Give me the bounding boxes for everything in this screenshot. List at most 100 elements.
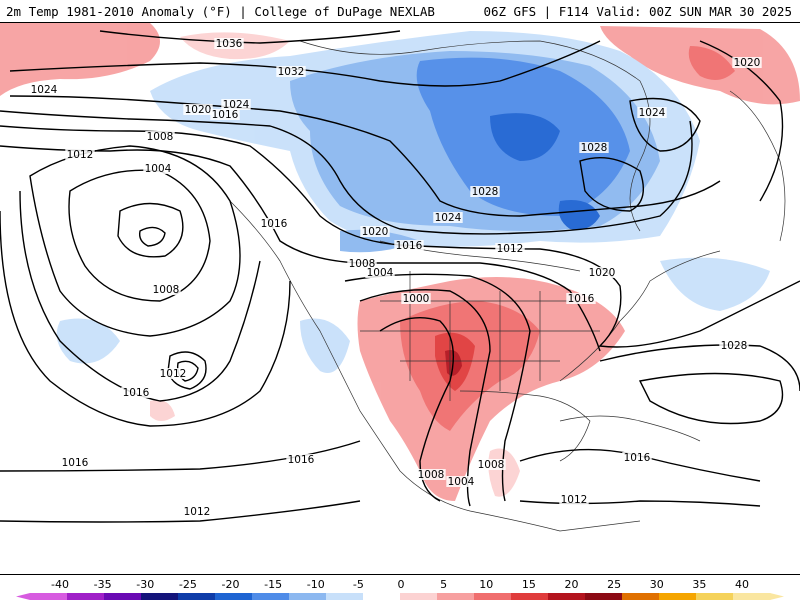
colorbar-tick-label: -5 <box>353 578 364 591</box>
isobar-label-background <box>121 387 151 398</box>
map-title: 2m Temp 1981-2010 Anomaly (°F) | College… <box>6 4 435 19</box>
isobar-label-text: 1008 <box>418 469 445 481</box>
isobar-label-background <box>210 109 240 120</box>
color-swatch <box>104 593 142 600</box>
isobar-center-low <box>138 226 166 247</box>
isobar-label-background <box>622 452 652 463</box>
isobar-label: 1008 <box>416 469 446 481</box>
isobar-label-background <box>732 57 762 68</box>
isobar-label: 1016 <box>121 387 151 399</box>
isobar-label-text: 1012 <box>67 149 94 161</box>
isobar-label-background <box>182 506 212 517</box>
color-swatch <box>548 593 586 600</box>
isobar-label-text: 1024 <box>435 212 462 224</box>
isobar-label-text: 1020 <box>362 226 389 238</box>
colorbar-tick-label: -35 <box>94 578 112 591</box>
isobar-label: 1028 <box>470 186 500 198</box>
color-swatch <box>659 593 697 600</box>
color-swatch <box>326 593 364 600</box>
color-swatch <box>585 593 623 600</box>
isobar-label-text: 1012 <box>184 506 211 518</box>
color-swatch <box>511 593 549 600</box>
isobar-label: 1016 <box>286 454 316 466</box>
isobar-label-text: 1032 <box>278 66 305 78</box>
isobar-label: 1036 <box>214 38 244 50</box>
isobar-1016-south <box>0 440 361 472</box>
isobar-label: 1024 <box>637 107 667 119</box>
isobar-label-background <box>637 107 667 118</box>
isobar-1020-greenland <box>699 40 784 202</box>
isobar-label-text: 1036 <box>216 38 243 50</box>
isobar-label-background <box>446 476 476 487</box>
isobar-label-background <box>259 218 289 229</box>
east-coastline <box>559 250 721 382</box>
isobar-label-text: 1020 <box>734 57 761 69</box>
isobar-label: 1024 <box>29 84 59 96</box>
isobar-label-text: 1016 <box>624 452 651 464</box>
isobar-label: 1012 <box>158 368 188 380</box>
color-swatch <box>252 593 290 600</box>
isobar-label: 1020 <box>587 267 617 279</box>
isobar-label-text: 1016 <box>568 293 595 305</box>
geographic-outlines <box>229 40 786 532</box>
isobar-label-background <box>65 149 95 160</box>
isobar-1028 <box>9 95 721 217</box>
colorbar-tick-label: 15 <box>522 578 536 591</box>
colorbar-tick-label: -30 <box>136 578 154 591</box>
color-swatch <box>400 593 438 600</box>
isobar-label: 1020 <box>183 104 213 116</box>
color-swatch <box>696 593 734 600</box>
isobar-label: 1008 <box>145 131 175 143</box>
isobar-label-background <box>286 454 316 465</box>
isobar-label: 1000 <box>401 293 431 305</box>
isobar-label-background <box>470 186 500 197</box>
arctic-coastline <box>299 40 651 232</box>
isobar-label-text: 1024 <box>639 107 666 119</box>
isobar-1028-high <box>638 372 784 425</box>
isobar-label-background <box>145 131 175 142</box>
colorbar-tick-label: 25 <box>607 578 621 591</box>
isobar-label-background <box>394 240 424 251</box>
colorbar-tick-label: 0 <box>398 578 405 591</box>
isobar-1012-south <box>0 500 361 523</box>
isobar-1012-caribbean <box>519 500 761 507</box>
isobar-label: 1004 <box>446 476 476 488</box>
isobar-label-text: 1004 <box>145 163 172 175</box>
isobar-label-background <box>566 293 596 304</box>
isobar-label-background <box>495 243 525 254</box>
color-swatch <box>178 593 216 600</box>
caribbean-islands <box>559 415 701 442</box>
isobar-1000-low <box>117 202 184 258</box>
isobar-label: 1004 <box>365 267 395 279</box>
isobar-label: 1012 <box>65 149 95 161</box>
color-scale-ticks: -40 -35 -30 -25 -20 -15 -10 -5 0 5 10 15 20 25 30 35 40 <box>51 578 749 591</box>
isobar-label-background <box>143 163 173 174</box>
isobar-label-text: 1004 <box>448 476 475 488</box>
isobar-label-background <box>214 38 244 49</box>
isobar-label: 1008 <box>151 284 181 296</box>
isobar-label-background <box>719 340 749 351</box>
isobar-label-text: 1012 <box>160 368 187 380</box>
isobar-label-background <box>60 457 90 468</box>
deep-blue-anomaly-2 <box>558 200 600 230</box>
isobar-1020 <box>0 125 800 348</box>
isobar-label-text: 1012 <box>561 494 588 506</box>
isobar-label: 1012 <box>559 494 589 506</box>
color-swatch <box>141 593 179 600</box>
colorbar-right-arrow <box>770 593 784 600</box>
isobar-1008-trough <box>344 273 531 502</box>
map-frame: 1036 1032 1024 1020 1024 1016 1008 1012 1004 1016… <box>0 22 800 575</box>
isobar-label: 1024 <box>221 99 251 111</box>
isobar-label-text: 1004 <box>367 267 394 279</box>
isobar-label-background <box>365 267 395 278</box>
color-swatch <box>622 593 660 600</box>
isobar-label-text: 1020 <box>185 104 212 116</box>
isobar-label-text: 1008 <box>147 131 174 143</box>
gulf-coastline <box>459 390 591 462</box>
isobar-label-background <box>416 469 446 480</box>
isobar-label-background <box>401 293 431 304</box>
colorbar-tick-label: 35 <box>692 578 706 591</box>
isobar-label-layer: 1036 1032 1024 1020 1024 1016 1008 1012 1004 1016… <box>29 38 762 518</box>
isobar-label: 1012 <box>182 506 212 518</box>
